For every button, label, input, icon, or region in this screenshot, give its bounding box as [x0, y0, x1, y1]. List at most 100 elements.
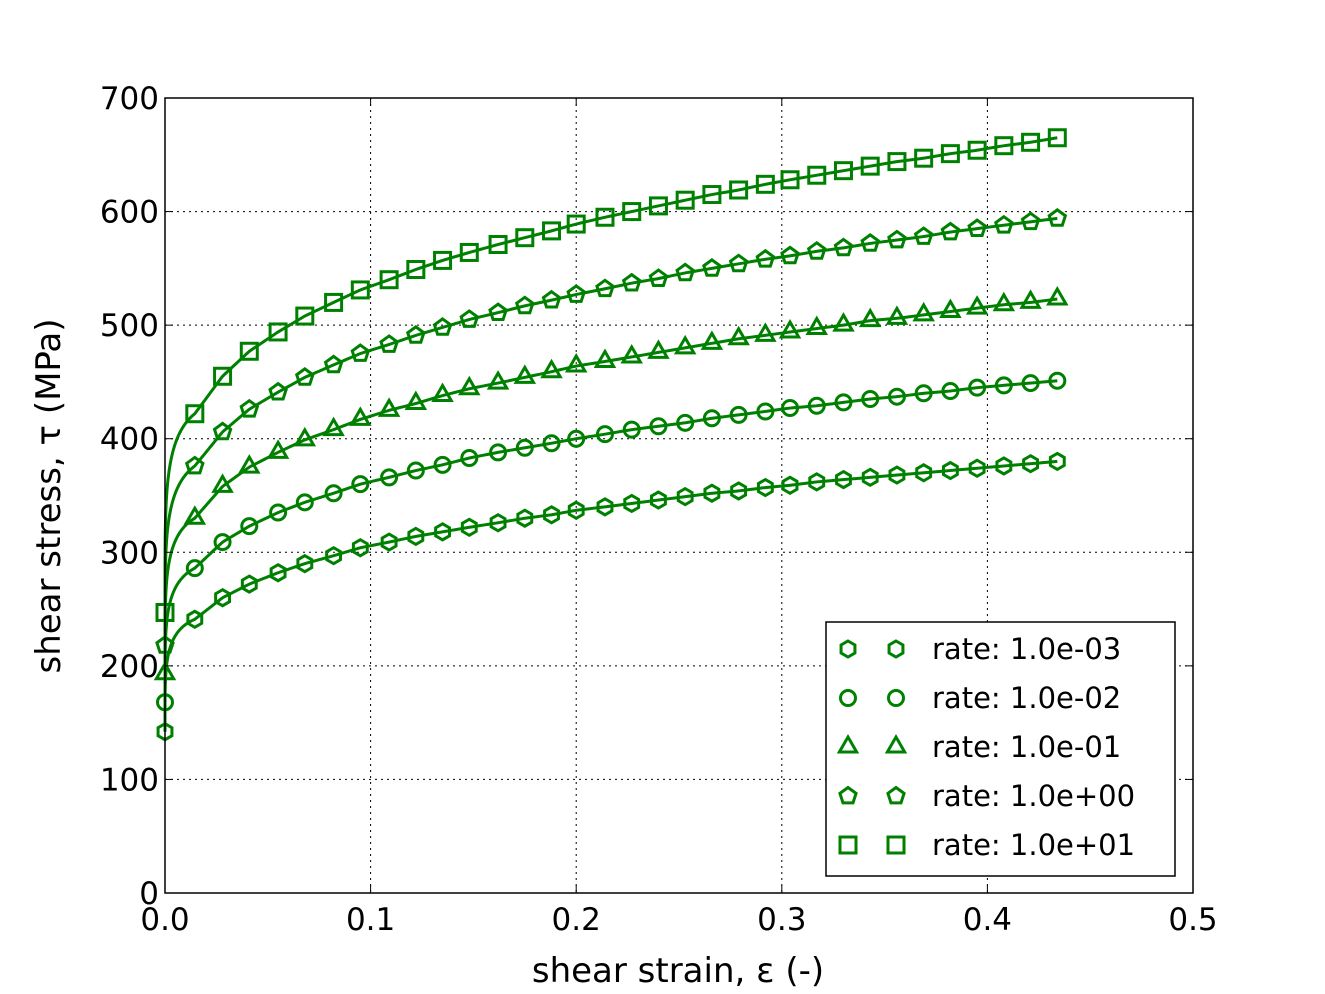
data-point-triangle — [647, 339, 670, 359]
data-point-triangle — [349, 406, 372, 426]
series-square — [155, 128, 1067, 622]
data-point-pentagon — [566, 284, 587, 303]
data-point-circle — [676, 413, 695, 432]
data-point-circle — [914, 384, 933, 403]
data-point-square — [833, 161, 853, 181]
data-point-circle — [839, 689, 857, 707]
data-point-pentagon — [459, 309, 480, 328]
data-point-triangle — [293, 426, 317, 447]
series-triangle — [153, 286, 1069, 681]
y-tick-label: 600 — [100, 195, 159, 231]
data-point-circle — [433, 455, 452, 474]
data-point-square — [914, 148, 934, 168]
data-point-pentagon — [621, 272, 642, 292]
data-point-pentagon — [940, 221, 961, 241]
data-point-triangle — [858, 307, 882, 328]
data-point-hexagon — [1022, 453, 1040, 474]
data-point-hexagon — [434, 522, 451, 542]
data-point-triangle — [266, 439, 290, 459]
data-point-triangle — [377, 397, 401, 417]
data-point-hexagon — [186, 609, 204, 630]
data-point-triangle — [700, 330, 724, 350]
legend-item: rate: 1.0e-02 — [839, 681, 1121, 715]
legend-label: rate: 1.0e+01 — [932, 828, 1135, 862]
data-point-triangle — [322, 416, 345, 437]
data-point-hexagon — [650, 490, 667, 510]
data-point-hexagon — [835, 469, 852, 490]
data-point-circle — [269, 503, 288, 522]
data-point-pentagon — [1047, 208, 1068, 227]
data-point-triangle — [564, 353, 588, 373]
data-point-square — [488, 235, 508, 255]
data-point-triangle — [754, 322, 777, 342]
x-tick-label: 0.4 — [963, 902, 1012, 938]
data-point-triangle — [540, 358, 563, 379]
data-point-square — [780, 170, 800, 190]
data-point-circle — [185, 559, 204, 578]
data-point-pentagon — [806, 240, 827, 260]
data-point-pentagon — [379, 334, 399, 353]
data-point-hexagon — [676, 486, 694, 507]
legend-item: rate: 1.0e+01 — [838, 828, 1135, 862]
data-point-pentagon — [323, 354, 344, 374]
legend-frame — [825, 621, 1176, 877]
data-point-circle — [861, 389, 880, 408]
legend-item: rate: 1.0e-01 — [836, 730, 1121, 764]
plot-frame — [164, 97, 1194, 894]
data-point-pentagon — [514, 295, 535, 315]
data-point-pentagon — [350, 343, 371, 362]
data-point-circle — [702, 409, 721, 428]
data-point-circle — [240, 517, 259, 536]
data-point-circle — [324, 484, 343, 503]
legend-label: rate: 1.0e-02 — [932, 681, 1121, 715]
data-point-hexagon — [489, 513, 507, 533]
data-point-circle — [295, 493, 314, 512]
data-point-square — [702, 185, 722, 205]
data-point-square — [595, 207, 615, 227]
data-point-hexagon — [730, 481, 748, 501]
data-point-pentagon — [488, 302, 508, 322]
legend-item: rate: 1.0e-03 — [839, 632, 1121, 666]
y-tick-label: 300 — [100, 535, 159, 571]
data-point-pentagon — [1020, 211, 1041, 231]
data-point-hexagon — [888, 465, 906, 485]
series-line — [163, 459, 1058, 732]
data-point-square — [994, 136, 1014, 156]
data-point-square — [886, 835, 906, 855]
data-point-triangle — [912, 301, 935, 322]
data-point-circle — [213, 533, 232, 552]
data-point-square — [379, 270, 399, 290]
legend-item: rate: 1.0e+00 — [838, 779, 1135, 813]
data-point-circle — [807, 396, 826, 415]
data-point-square — [729, 180, 749, 200]
data-point-triangle — [939, 298, 962, 319]
data-point-hexagon — [995, 456, 1013, 476]
data-point-triangle — [1019, 289, 1042, 309]
data-point-hexagon — [516, 508, 534, 528]
data-point-circle — [1048, 371, 1067, 390]
data-point-triangle — [458, 375, 481, 396]
data-point-square — [807, 165, 827, 185]
series-layer — [153, 128, 1069, 742]
data-point-square — [542, 221, 562, 241]
data-point-circle — [567, 429, 586, 448]
data-point-circle — [941, 382, 960, 401]
data-point-circle — [1021, 374, 1040, 393]
data-point-triangle — [486, 370, 510, 390]
series-line — [163, 379, 1058, 703]
legend-label: rate: 1.0e-01 — [932, 730, 1121, 764]
tick-labels: 0.0 0.1 0.2 0.3 0.4 0.5 0 100 200 300 400 500 600 700 — [100, 81, 1218, 938]
data-point-pentagon — [595, 278, 615, 298]
data-point-square — [838, 835, 858, 855]
data-point-triangle — [778, 318, 802, 339]
data-point-pentagon — [541, 289, 562, 309]
data-point-hexagon — [269, 562, 287, 583]
data-point-pentagon — [728, 253, 749, 273]
y-tick-label: 0 — [139, 876, 159, 912]
data-point-square — [268, 322, 288, 342]
data-point-pentagon — [212, 421, 233, 441]
data-point-pentagon — [405, 325, 426, 344]
x-tick-label: 0.5 — [1168, 902, 1217, 938]
data-point-square — [185, 404, 205, 424]
